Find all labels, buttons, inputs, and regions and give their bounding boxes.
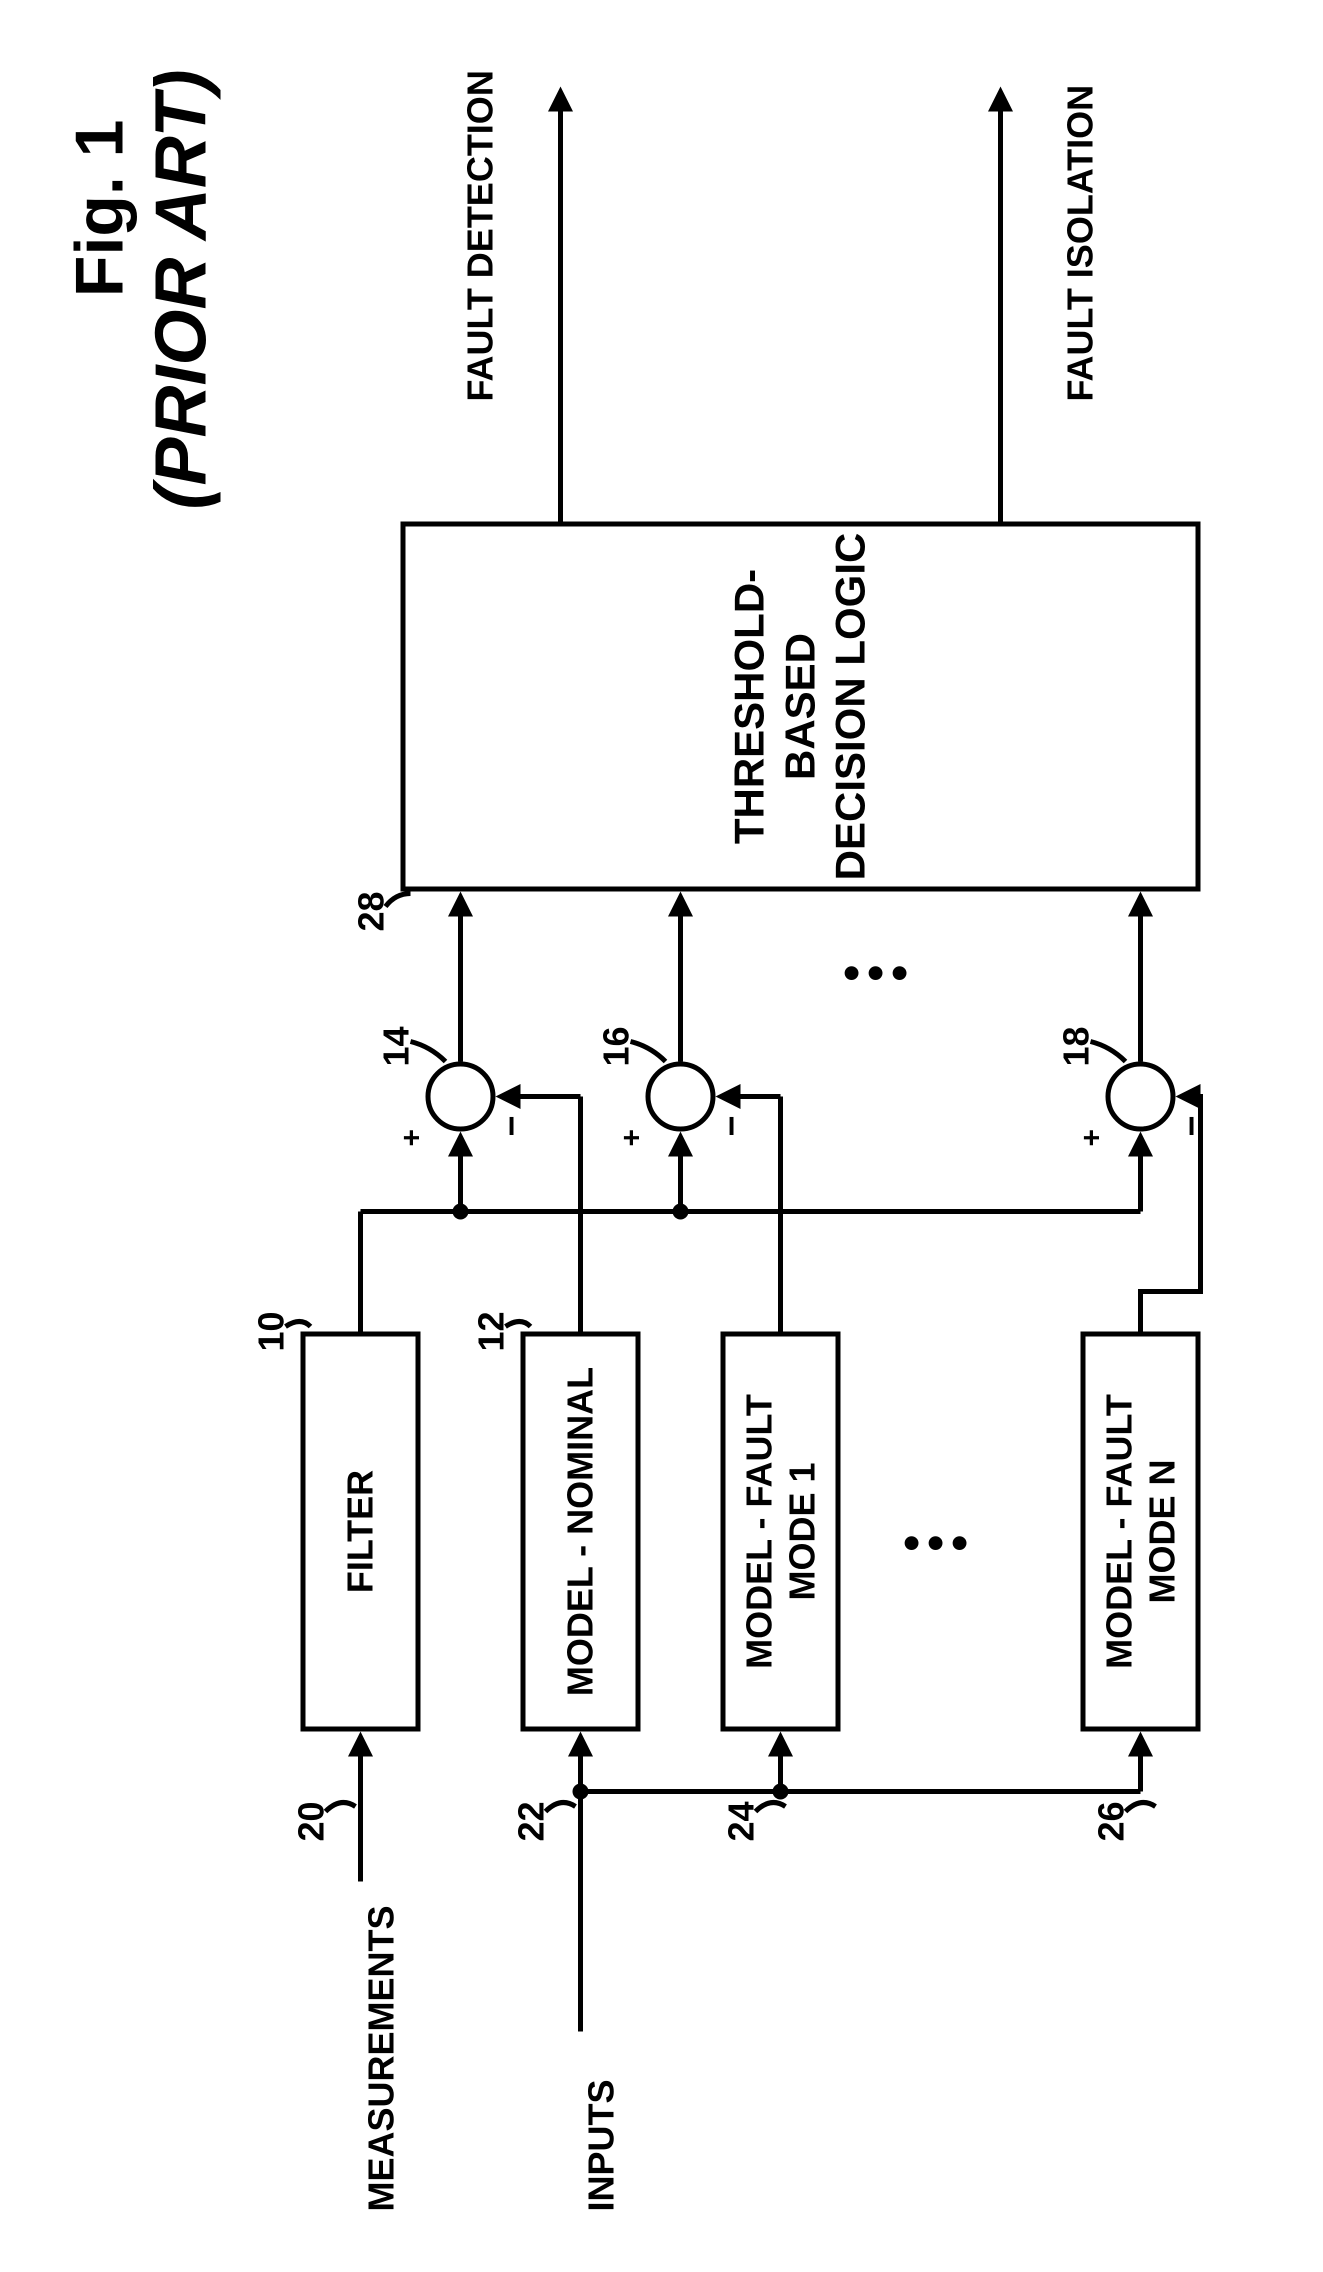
measurements-label: MEASUREMENTS xyxy=(361,1905,403,2211)
ref-24: 24 xyxy=(721,1801,763,1841)
model-fault-1-block: MODEL - FAULT MODE 1 xyxy=(721,1332,841,1732)
summing-junction-2 xyxy=(646,1062,716,1132)
model-fault-1-text: MODEL - FAULT MODE 1 xyxy=(737,1337,823,1727)
figure-subtitle: (PRIOR ART) xyxy=(141,70,223,510)
decision-logic-block: THRESHOLD-BASED DECISION LOGIC xyxy=(401,522,1201,892)
figure-label: Fig. 1 xyxy=(61,120,139,298)
model-fault-n-text: MODEL - FAULT MODE N xyxy=(1097,1337,1183,1727)
ref-22: 22 xyxy=(511,1801,553,1841)
filter-block: FILTER xyxy=(301,1332,421,1732)
filter-text: FILTER xyxy=(339,1470,382,1593)
ref-14: 14 xyxy=(376,1026,418,1066)
dots-models: ••• xyxy=(901,1535,973,1552)
ref-10: 10 xyxy=(251,1311,293,1351)
ref-12: 12 xyxy=(471,1311,513,1351)
dots-summing: ••• xyxy=(841,965,913,982)
summing-junction-1 xyxy=(426,1062,496,1132)
plus-2: + xyxy=(616,1129,650,1147)
ref-26: 26 xyxy=(1091,1801,1133,1841)
ref-18: 18 xyxy=(1056,1026,1098,1066)
ref-20: 20 xyxy=(291,1801,333,1841)
plus-1: + xyxy=(396,1129,430,1147)
decision-logic-text: THRESHOLD-BASED DECISION LOGIC xyxy=(725,527,876,887)
model-nominal-text: MODEL - NOMINAL xyxy=(559,1367,602,1696)
ref-16: 16 xyxy=(596,1026,638,1066)
ref-28: 28 xyxy=(351,891,393,931)
inputs-label: INPUTS xyxy=(581,2079,623,2211)
fault-isolation-label: FAULT ISOLATION xyxy=(1061,85,1101,402)
model-fault-n-block: MODEL - FAULT MODE N xyxy=(1081,1332,1201,1732)
plus-n: + xyxy=(1076,1129,1110,1147)
minus-1: − xyxy=(491,1115,533,1136)
diagram-container: Fig. 1 (PRIOR ART) MEASUREMENTS INPUTS F… xyxy=(1,0,1323,2272)
minus-2: − xyxy=(711,1115,753,1136)
minus-n: − xyxy=(1171,1115,1213,1136)
model-nominal-block: MODEL - NOMINAL xyxy=(521,1332,641,1732)
summing-junction-n xyxy=(1106,1062,1176,1132)
fault-detection-label: FAULT DETECTION xyxy=(461,70,501,401)
